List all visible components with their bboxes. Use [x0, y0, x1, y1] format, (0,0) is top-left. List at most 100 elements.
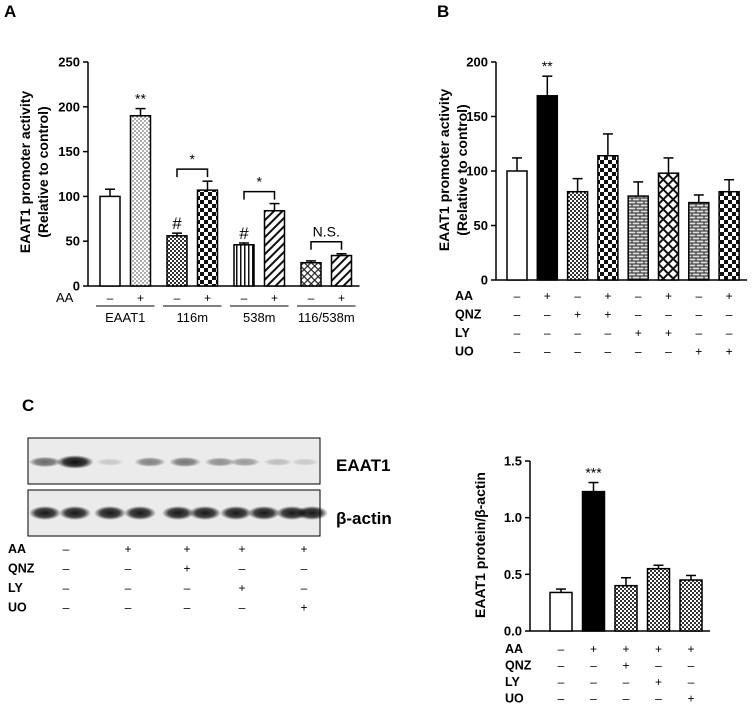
actin-band — [248, 506, 280, 520]
treatment-sign: + — [695, 345, 702, 359]
treatment-sign: – — [726, 308, 733, 322]
bar — [718, 190, 740, 281]
blot-treatment-sign: + — [183, 562, 190, 576]
bar — [581, 490, 606, 632]
actin-band — [124, 506, 156, 520]
panel-a-chart: EAAT1 promoter activity (Relative to con… — [17, 55, 360, 325]
treatment-sign: – — [590, 675, 597, 689]
treatment-sign: – — [665, 308, 672, 322]
blot-treatment-sign: – — [125, 581, 132, 595]
blot-treatment-sign: + — [238, 581, 245, 595]
treatment-sign: + — [655, 642, 662, 656]
bar — [300, 261, 322, 287]
treatment-sign: + — [622, 642, 629, 656]
eaat1-band — [96, 458, 124, 466]
treatment-sign: + — [726, 345, 733, 359]
treatment-sign: + — [665, 326, 672, 340]
actin-band — [94, 506, 126, 520]
treatment-sign: – — [695, 326, 702, 340]
treatment-sign: + — [604, 289, 611, 303]
blot-row-label: UO — [8, 601, 27, 615]
bar — [627, 195, 649, 281]
eaat1-band — [28, 456, 62, 468]
panel-a-ylabel-1: EAAT1 promoter activity — [17, 91, 33, 254]
treatment-sign: + — [137, 291, 144, 305]
bar — [614, 584, 638, 632]
treatment-sign: – — [688, 675, 695, 689]
treatment-sign: – — [574, 289, 581, 303]
treatment-row-label: LY — [455, 326, 470, 340]
y-tick-label: 250 — [58, 55, 80, 70]
blot-treatment-sign: + — [183, 542, 190, 556]
comparison-bracket — [310, 240, 343, 250]
blot-label-eaat1: EAAT1 — [336, 456, 390, 475]
actin-band — [29, 506, 61, 520]
treatment-sign: – — [574, 345, 581, 359]
treatment-sign: + — [635, 326, 642, 340]
treatment-row-label: UO — [505, 692, 524, 706]
panel-b-chart: EAAT1 promoter activity (Relative to con… — [436, 55, 748, 359]
treatment-row-label: QNZ — [505, 659, 532, 673]
blot-treatment-sign: + — [124, 542, 131, 556]
blot-treatment-sign: – — [184, 581, 191, 595]
bar — [330, 254, 353, 287]
panel-c-ylabel: EAAT1 protein/β-actin — [472, 472, 488, 618]
panel-b-ylabel-1: EAAT1 promoter activity — [436, 89, 452, 252]
treatment-sign: – — [514, 289, 521, 303]
eaat1-band — [204, 457, 236, 467]
y-tick-label: 200 — [58, 99, 80, 114]
panel-b-ylabel-2: (Relative to control) — [454, 104, 470, 235]
blot-treatment-sign: – — [63, 601, 70, 615]
treatment-sign: – — [558, 659, 565, 673]
bar — [566, 190, 589, 281]
bar — [99, 195, 121, 287]
y-tick-label: 1.5 — [504, 454, 522, 469]
treatment-sign: – — [514, 308, 521, 322]
eaat1-band — [263, 458, 293, 466]
treatment-sign: – — [308, 291, 315, 305]
blot-label-actin: β-actin — [336, 509, 392, 528]
treatment-sign: – — [605, 326, 612, 340]
significance-label: ** — [542, 58, 553, 74]
treatment-sign: – — [558, 642, 565, 656]
group-label: 116m — [176, 310, 208, 325]
significance-label: *** — [585, 465, 602, 481]
bar — [129, 115, 152, 287]
y-tick-label: 100 — [466, 164, 488, 179]
blot-treatment-sign: – — [239, 562, 246, 576]
significance-label: ** — [135, 91, 146, 107]
y-tick-label: 0.5 — [504, 567, 522, 582]
group-label: EAAT1 — [105, 310, 145, 325]
treatment-row-label: AA — [505, 642, 523, 656]
blot-treatment-sign: – — [125, 562, 132, 576]
bar — [506, 170, 528, 281]
treatment-sign: – — [574, 326, 581, 340]
treatment-sign: + — [665, 289, 672, 303]
treatment-sign: + — [271, 291, 278, 305]
actin-band — [296, 506, 328, 520]
row-label-aa: AA — [56, 290, 74, 305]
treatment-sign: + — [726, 289, 733, 303]
treatment-sign: – — [688, 659, 695, 673]
bar — [688, 201, 710, 281]
blot-treatment-sign: + — [300, 601, 307, 615]
eaat1-band — [169, 457, 201, 467]
treatment-sign: – — [635, 289, 642, 303]
treatment-sign: + — [604, 308, 611, 322]
treatment-sign: + — [544, 289, 551, 303]
bar — [657, 172, 680, 281]
treatment-sign: – — [544, 308, 551, 322]
treatment-sign: + — [204, 291, 211, 305]
panel-letter-b: B — [437, 2, 449, 21]
treatment-sign: – — [635, 345, 642, 359]
treatment-sign: – — [544, 326, 551, 340]
bar — [233, 244, 255, 287]
panel-letter-c: C — [22, 396, 34, 415]
treatment-sign: – — [635, 308, 642, 322]
panel-a-ylabel-2: (Relative to control) — [35, 106, 51, 237]
bar — [166, 235, 188, 287]
eaat1-band — [56, 455, 94, 469]
eaat1-band — [291, 458, 319, 466]
treatment-sign: – — [590, 692, 597, 706]
bar — [597, 154, 619, 281]
